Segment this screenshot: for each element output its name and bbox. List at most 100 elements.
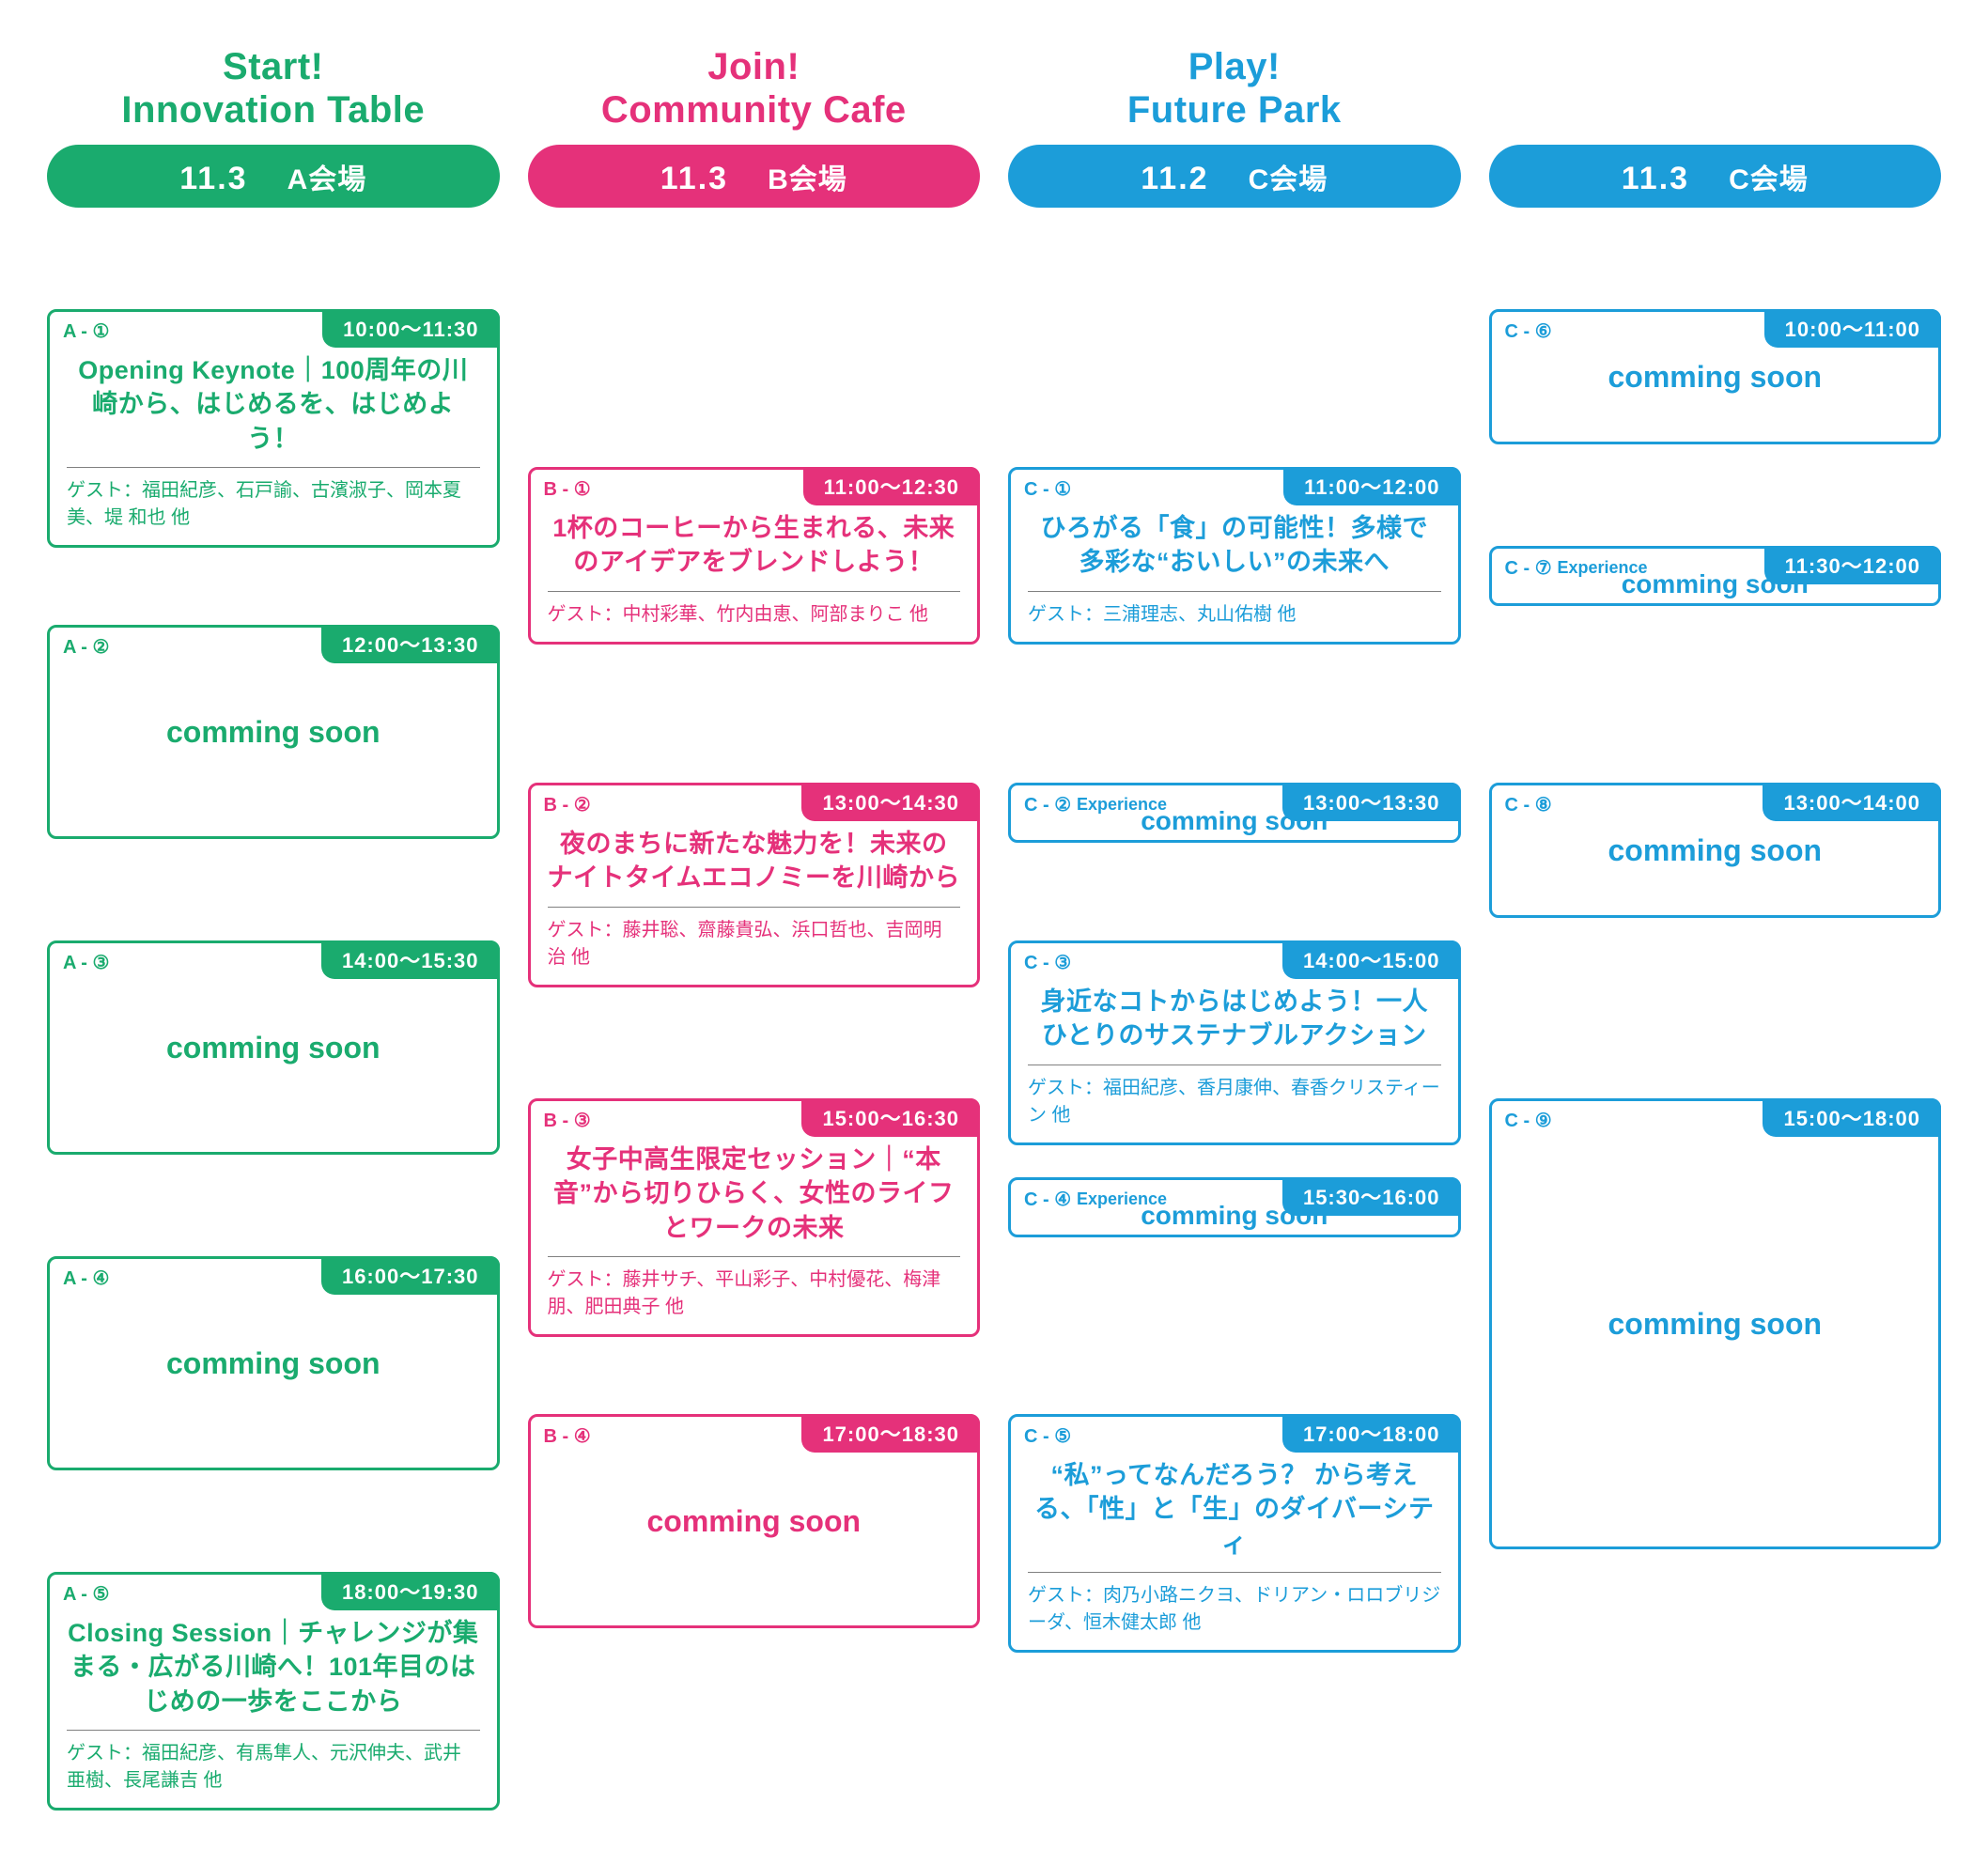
session-card[interactable]: A - ③14:00～15:30comming soon (47, 940, 500, 1155)
experience-label: Experience (1077, 795, 1167, 815)
experience-label: Experience (1077, 1189, 1167, 1209)
session-time: 11:00～12:30 (803, 467, 980, 505)
session-card[interactable]: C - ④Experience15:30～16:00comming soon (1008, 1177, 1461, 1237)
coming-soon-label: comming soon (1607, 360, 1822, 395)
date-text: 11.3 (660, 161, 762, 196)
session-card[interactable]: B - ③ 15:00～16:30 女子中高生限定セッション｜“本音”から切りひらく… (528, 1098, 981, 1337)
session-code: B - ③ (544, 1109, 591, 1132)
session-card[interactable]: C - ③14:00～15:00身近なコトからはじめよう！一人ひとりのサステナブ… (1008, 940, 1461, 1145)
track-title-line: Join! (528, 45, 981, 88)
session-card[interactable]: C - ⑦Experience11:30～12:00comming soon (1489, 546, 1942, 606)
session-guests: ゲスト：三浦理志、丸山佑樹 他 (1028, 601, 1441, 629)
session-code: C - ⑦ (1505, 556, 1552, 580)
session-code: C - ⑨ (1505, 1109, 1552, 1132)
session-time: 13:00～14:30 (801, 783, 980, 821)
divider (548, 907, 961, 908)
session-card[interactable]: A - ① 10:00～11:30 Opening Keynote｜100周年の川崎… (47, 309, 500, 548)
track-title-line: Future Park (1008, 88, 1461, 132)
session-card[interactable]: A - ⑤ 18:00～19:30 Closing Session｜チャレンジが集ま… (47, 1572, 500, 1811)
session-card[interactable]: A - ④16:00～17:30comming soon (47, 1256, 500, 1470)
session-title: Opening Keynote｜100周年の川崎から、はじめるを、はじめよう！ (67, 353, 480, 456)
card-area: C - ① 11:00～12:00 ひろがる「食」の可能性！多様で多彩な“おいしい”… (1008, 230, 1461, 1628)
coming-soon-label: comming soon (166, 1031, 381, 1065)
track-title-line: Innovation Table (47, 88, 500, 132)
coming-soon-label: comming soon (1607, 1307, 1822, 1342)
session-time: 15:00～18:00 (1763, 1098, 1941, 1137)
date-pill: 11.3 B会場 (528, 145, 981, 208)
session-card[interactable]: B - ② 13:00～14:30 夜のまちに新たな魅力を！未来のナイトタイムエコノ… (528, 783, 981, 987)
venue-text: B会場 (768, 164, 847, 195)
track-title: Start!Innovation Table (47, 28, 500, 132)
session-code: B - ④ (544, 1424, 591, 1448)
session-guests: ゲスト：中村彩華、竹内由恵、阿部まりこ 他 (548, 601, 961, 629)
divider (548, 1256, 961, 1257)
track-title-line: Community Cafe (528, 88, 981, 132)
session-time: 13:00～14:00 (1763, 783, 1941, 821)
session-card[interactable]: C - ②Experience13:00～13:30comming soon (1008, 783, 1461, 843)
session-time: 10:00～11:00 (1764, 309, 1941, 348)
session-code: C - ⑤ (1024, 1424, 1071, 1448)
columns: Start!Innovation Table 11.3 A会場 A - ① 10:00… (47, 28, 1941, 1865)
session-time: 14:00～15:30 (321, 940, 500, 979)
session-title: 夜のまちに新たな魅力を！未来のナイトタイムエコノミーを川崎から (548, 827, 961, 895)
session-card[interactable]: A - ②12:00～13:30comming soon (47, 625, 500, 839)
session-code: C - ③ (1024, 951, 1071, 974)
session-card[interactable]: B - ④17:00～18:30comming soon (528, 1414, 981, 1628)
session-title: ひろがる「食」の可能性！多様で多彩な“おいしい”の未来へ (1028, 511, 1441, 580)
session-card[interactable]: C - ⑨ 15:00～18:00 comming soon (1489, 1098, 1942, 1549)
session-title: 身近なコトからはじめよう！一人ひとりのサステナブルアクション (1028, 985, 1441, 1053)
date-text: 11.3 (179, 161, 281, 196)
session-time: 18:00～19:30 (321, 1572, 500, 1610)
session-guests: ゲスト：福田紀彦、有馬隼人、元沢伸夫、武井亜樹、長尾謙吉 他 (67, 1740, 480, 1795)
card-area: C - ⑥ 10:00～11:00 comming soon C - ⑦ Experie… (1489, 230, 1942, 1628)
session-title: 1杯のコーヒーから生まれる、未来のアイデアをブレンドしよう！ (548, 511, 961, 580)
session-code: C - ① (1024, 477, 1071, 501)
track-column-b: Join!Community Cafe 11.3 B会場 B - ① 11:00～12… (528, 28, 981, 1707)
coming-soon-label: comming soon (166, 715, 381, 750)
session-time: 16:00～17:30 (321, 1256, 500, 1295)
session-code: A - ② (63, 635, 109, 659)
date-text: 11.2 (1141, 161, 1242, 196)
session-time: 15:30～16:00 (1282, 1177, 1461, 1216)
session-title: Closing Session｜チャレンジが集まる・広がる川崎へ！101年目のは… (67, 1616, 480, 1718)
experience-label: Experience (1558, 558, 1648, 578)
session-code: A - ① (63, 319, 109, 343)
session-title: 女子中高生限定セッション｜“本音”から切りひらく、女性のライフとワークの未来 (548, 1142, 961, 1245)
track-title: Play!Future Park (1008, 28, 1461, 132)
divider (67, 467, 480, 468)
session-code: C - ⑥ (1505, 319, 1552, 343)
track-title-line: Start! (47, 45, 500, 88)
card-area: A - ① 10:00～11:30 Opening Keynote｜100周年の川崎… (47, 230, 500, 1865)
session-time: 10:00～11:30 (322, 309, 499, 348)
track-column-a: Start!Innovation Table 11.3 A会場 A - ① 10:00… (47, 28, 500, 1865)
coming-soon-label: comming soon (166, 1346, 381, 1381)
session-card[interactable]: C - ⑧ 13:00～14:00 comming soon (1489, 783, 1942, 918)
session-card[interactable]: C - ① 11:00～12:00 ひろがる「食」の可能性！多様で多彩な“おいしい”… (1008, 467, 1461, 645)
session-code: A - ⑤ (63, 1582, 109, 1606)
date-pill: 11.3 A会場 (47, 145, 500, 208)
date-text: 11.3 (1622, 161, 1723, 196)
session-guests: ゲスト：藤井サチ、平山彩子、中村優花、梅津朋、肥田典子 他 (548, 1267, 961, 1321)
session-code: B - ① (544, 477, 591, 501)
session-code: C - ⑧ (1505, 793, 1552, 816)
card-area: B - ① 11:00～12:30 1杯のコーヒーから生まれる、未来のアイデアをブレ… (528, 230, 981, 1707)
session-time: 15:00～16:30 (801, 1098, 980, 1137)
schedule-page: Start!Innovation Table 11.3 A会場 A - ① 10:00… (0, 0, 1988, 1791)
venue-text: C会場 (1249, 164, 1328, 195)
venue-text: C会場 (1729, 164, 1809, 195)
session-card[interactable]: B - ① 11:00～12:30 1杯のコーヒーから生まれる、未来のアイデアをブレ… (528, 467, 981, 645)
session-code: B - ② (544, 793, 591, 816)
divider (67, 1730, 480, 1731)
coming-soon-label: comming soon (1607, 833, 1822, 868)
session-guests: ゲスト：肉乃小路ニクヨ、ドリアン・ロロブリジーダ、恒木健太郎 他 (1028, 1582, 1441, 1637)
divider (1028, 1572, 1441, 1573)
session-guests: ゲスト：藤井聡、齋藤貴弘、浜口哲也、吉岡明治 他 (548, 917, 961, 971)
session-card[interactable]: C - ⑤17:00～18:00“私”ってなんだろう？ から考える、「性」と「生… (1008, 1414, 1461, 1653)
session-time: 17:00～18:30 (801, 1414, 980, 1453)
session-guests: ゲスト：福田紀彦、香月康伸、春香クリスティーン 他 (1028, 1075, 1441, 1129)
track-title: Join!Community Cafe (528, 28, 981, 132)
session-time: 13:00～13:30 (1282, 783, 1461, 821)
session-card[interactable]: C - ⑥ 10:00～11:00 comming soon (1489, 309, 1942, 444)
session-time: 11:00～12:00 (1283, 467, 1460, 505)
session-code: C - ④ (1024, 1188, 1071, 1211)
